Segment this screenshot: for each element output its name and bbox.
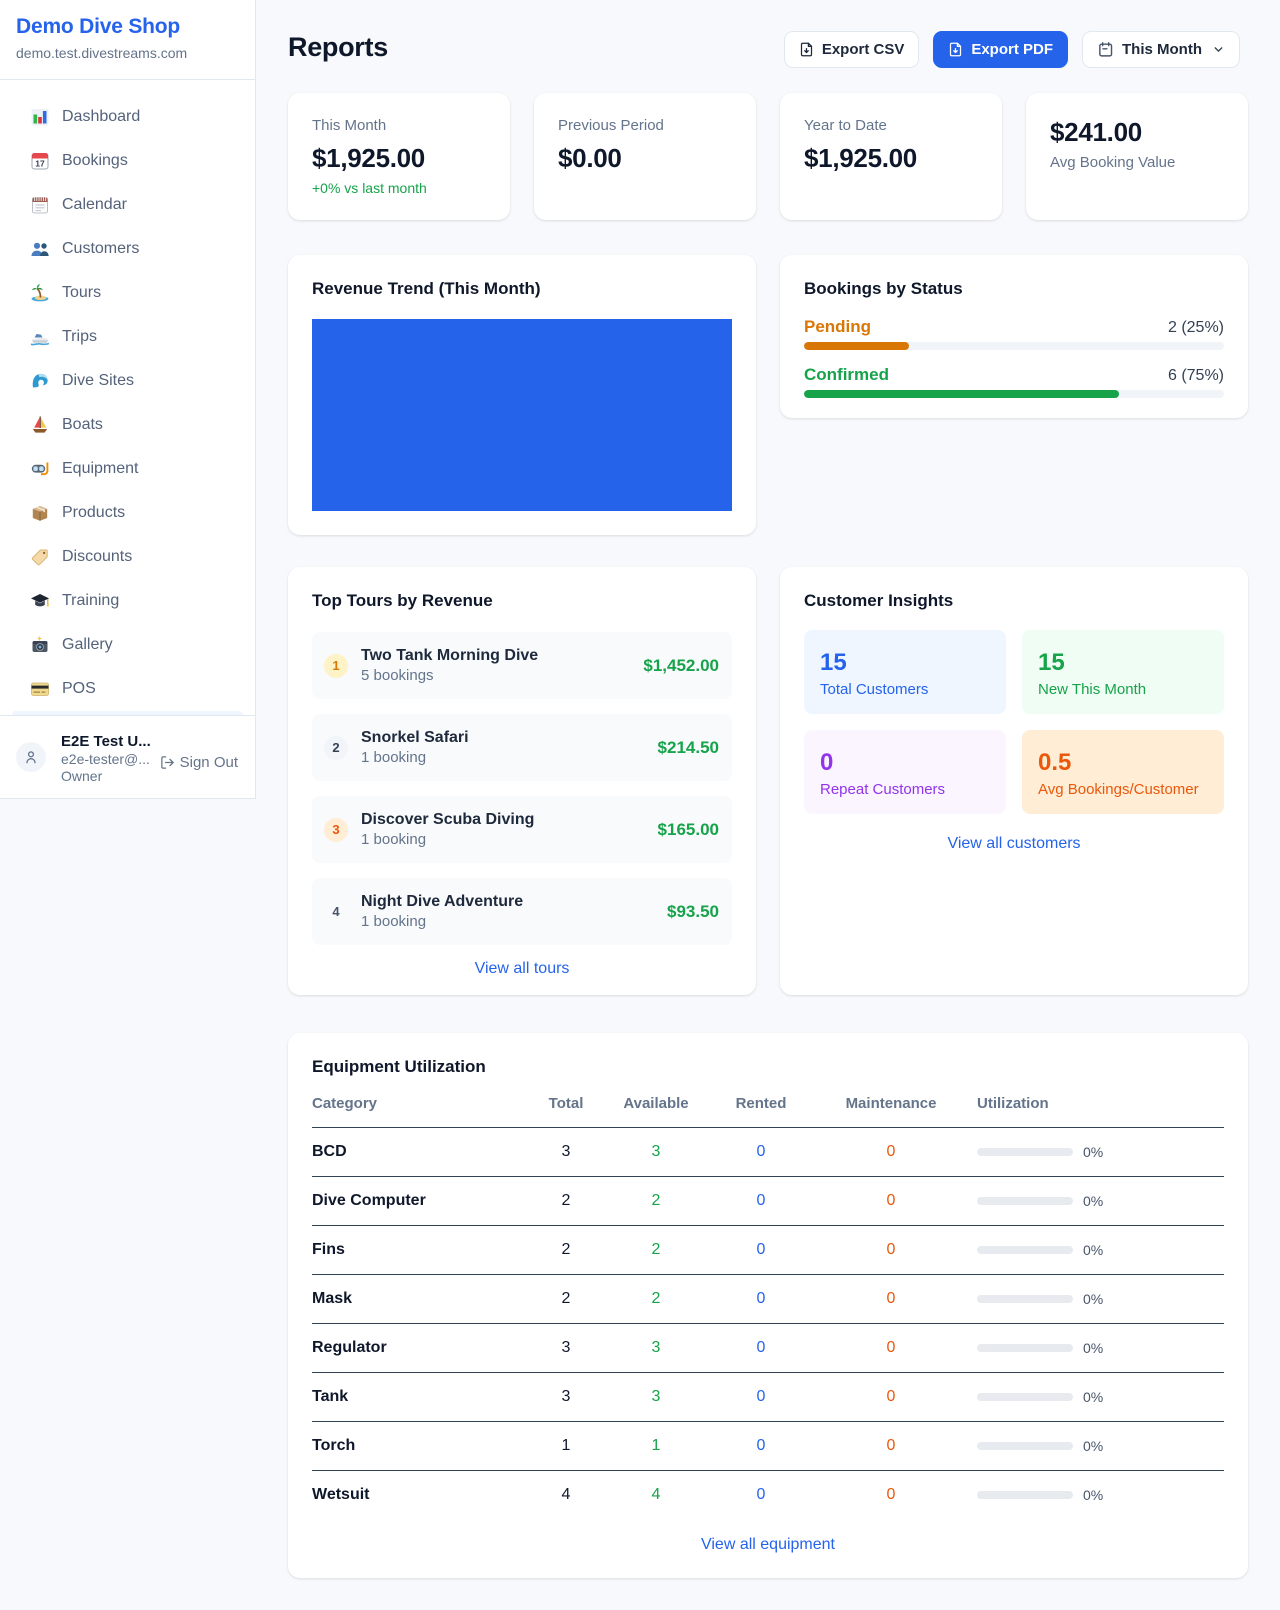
svg-text:17: 17 (35, 159, 45, 169)
